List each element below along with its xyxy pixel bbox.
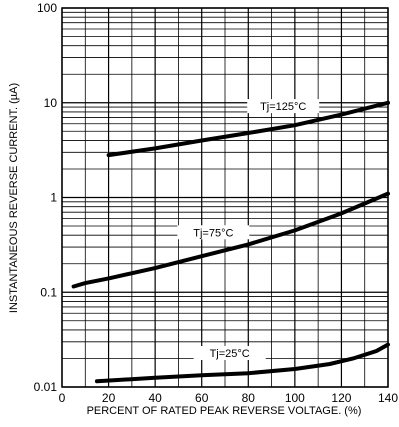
x-tick-label: 20 <box>102 391 116 405</box>
x-axis-label: PERCENT OF RATED PEAK REVERSE VOLTAGE. (… <box>87 405 362 417</box>
y-tick-label: 0.1 <box>40 285 57 299</box>
series-line <box>106 100 390 158</box>
plot-frame <box>61 7 389 388</box>
series-label: Tj=25°C <box>210 348 250 360</box>
y-tick-label: 100 <box>37 1 57 15</box>
x-tick-label: 0 <box>59 391 66 405</box>
grid <box>61 7 389 388</box>
series-line <box>71 191 390 289</box>
series-label-bg <box>247 99 320 114</box>
series-labels: Tj=125°C Tj=75°C Tj=25°C <box>177 99 320 360</box>
y-tick-label: 0.01 <box>34 380 58 394</box>
y-axis-label: INSTANTANEOUS REVERSE CURRENT. (µA) <box>8 83 20 313</box>
x-tick-label: 40 <box>148 391 162 405</box>
series-label: Tj=125°C <box>260 101 306 113</box>
series-label: Tj=75°C <box>193 227 233 239</box>
series-label-bg <box>193 345 266 360</box>
x-tick-label: 80 <box>242 391 256 405</box>
x-tick-label: 100 <box>285 391 305 405</box>
tick-labels: 0 20 40 60 80 100 120 140 0.01 0.1 1 10 100 <box>34 1 399 405</box>
x-tick-label: 120 <box>331 391 351 405</box>
x-tick-label: 140 <box>378 391 398 405</box>
y-tick-label: 1 <box>50 191 57 205</box>
y-tick-label: 10 <box>44 96 58 110</box>
series-label-bg <box>177 225 250 240</box>
x-tick-label: 60 <box>195 391 209 405</box>
series-line <box>94 342 390 384</box>
series-curves <box>71 100 390 384</box>
